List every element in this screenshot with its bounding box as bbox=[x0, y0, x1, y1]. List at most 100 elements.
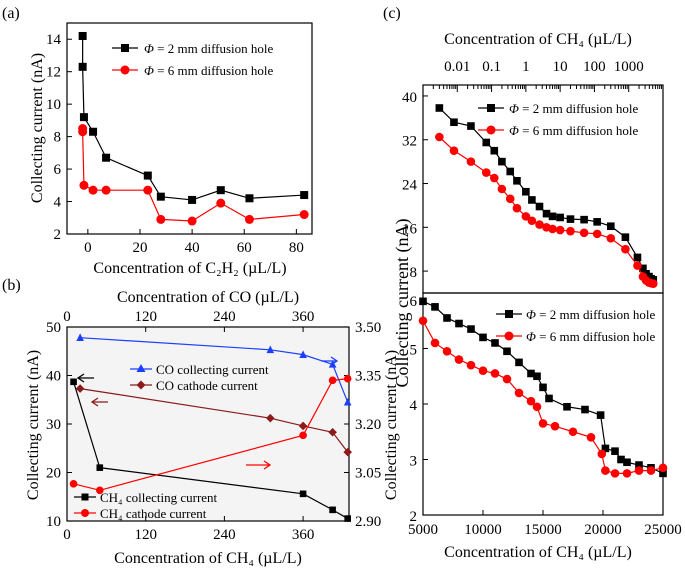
x-axis-label-a: Concentration of C₂H₂ (µL/L) bbox=[93, 260, 286, 277]
series-c-top-0-point-13 bbox=[556, 213, 564, 222]
series-a-0-point-6 bbox=[156, 192, 165, 201]
legend-label-c-top-2: = 6 mm diffusion hole bbox=[519, 123, 639, 138]
x-tick-label-b-3: 360 bbox=[292, 527, 315, 543]
series-a-1-line bbox=[82, 128, 305, 222]
legend-marker-b-4 bbox=[81, 509, 89, 517]
direction-arrows-b bbox=[76, 356, 339, 470]
series-c-bottom-1-point-5 bbox=[478, 366, 488, 376]
series-a-0-point-0 bbox=[78, 31, 87, 40]
series-group-c bbox=[418, 104, 668, 478]
series-c-top-1-point-18 bbox=[621, 244, 630, 254]
series-a-0-point-1 bbox=[78, 62, 87, 71]
series-c-bottom-1-point-2 bbox=[442, 346, 452, 356]
series-b-1-point-3 bbox=[328, 427, 337, 437]
x-tick-top-label-c-1: 0.1 bbox=[482, 59, 501, 75]
series-c-bottom-0-point-16 bbox=[601, 444, 610, 453]
series-c-top-0-point-8 bbox=[522, 187, 530, 196]
panel-label-c: (c) bbox=[383, 5, 401, 22]
series-c-bottom-1-point-6 bbox=[490, 369, 500, 378]
y-tick-bottom-label-c-1: 3 bbox=[410, 454, 418, 470]
legend-c-top: Φ = 2 mm diffusion hole Φ = 6 mm diffusi… bbox=[478, 101, 639, 138]
series-c-bottom-0-point-0 bbox=[419, 297, 427, 306]
y-tick-bottom-label-c-0: 2 bbox=[410, 509, 418, 525]
legend-marker-a-2 bbox=[120, 65, 130, 75]
series-c-bottom-0-point-10 bbox=[533, 372, 541, 381]
arrow-ch4-cathode bbox=[246, 460, 272, 470]
legend-entry-c-bottom-2: Φ = 6 mm diffusion hole bbox=[526, 329, 656, 344]
series-b-3-point-2 bbox=[299, 431, 307, 440]
legend-marker-b-2 bbox=[136, 380, 146, 390]
y-axis-a: 2 4 6 8 10 12 14 bbox=[46, 32, 72, 243]
series-b-1-point-1 bbox=[266, 413, 275, 423]
series-c-bottom-1-point-17 bbox=[610, 469, 620, 478]
x-axis-label-b: Concentration of CH₄ (µL/L) bbox=[114, 550, 302, 567]
series-c-top-0-point-12 bbox=[548, 212, 557, 221]
y-axis-right-label-b: Collecting current (nA) bbox=[383, 350, 400, 500]
legend-marker-c-bottom-2 bbox=[504, 331, 514, 341]
series-c-top-1-point-6 bbox=[505, 194, 515, 204]
series-c-bottom-0-point-4 bbox=[467, 325, 475, 333]
series-a-0-point-10 bbox=[300, 191, 309, 200]
y-tick-left-label-b-3: 40 bbox=[46, 369, 61, 385]
series-c-bottom-0-point-13 bbox=[563, 402, 571, 411]
series-c-top-0-point-9 bbox=[528, 196, 536, 204]
series-c-top-0-point-11 bbox=[542, 209, 551, 218]
series-c-top-0-point-16 bbox=[593, 218, 601, 226]
series-c-top-1-point-16 bbox=[592, 229, 602, 239]
x-axis-top-label-c: Concentration of CH₄ (µL/L) bbox=[444, 31, 632, 48]
x-tick-label-b-1: 120 bbox=[134, 527, 157, 543]
y-tick-top-label-c-3: 32 bbox=[402, 134, 417, 150]
series-c-top-0-point-10 bbox=[535, 202, 544, 211]
legend-symbol-a-1: Φ bbox=[144, 41, 154, 56]
series-b-2-point-3 bbox=[329, 506, 336, 514]
series-c-bottom-0-point-1 bbox=[431, 303, 439, 311]
x-tick-top-label-b-1: 120 bbox=[134, 309, 157, 325]
y-tick-top-label-c-2: 24 bbox=[402, 178, 418, 194]
legend-a: Φ = 2 mm diffusion hole Φ = 6 mm diffusi… bbox=[112, 41, 274, 78]
arrow-co-cathode bbox=[90, 397, 108, 407]
series-c-bottom-1-point-21 bbox=[658, 463, 668, 473]
legend-b: CO collecting current CO cathode current… bbox=[74, 362, 269, 521]
series-c-top-1-point-5 bbox=[497, 184, 507, 194]
y-tick-label-a-6: 14 bbox=[46, 32, 62, 48]
series-a-1-point-7 bbox=[187, 216, 197, 226]
legend-c-bottom: Φ = 2 mm diffusion hole Φ = 6 mm diffusi… bbox=[496, 307, 656, 344]
series-c-top-0-point-17 bbox=[606, 222, 615, 231]
series-c-bottom-1-point-1 bbox=[430, 338, 440, 348]
series-c-bottom-0-point-7 bbox=[503, 347, 511, 356]
series-a-1-point-5 bbox=[143, 185, 153, 195]
series-b-0-point-0 bbox=[76, 333, 84, 341]
x-tick-label-a-2: 40 bbox=[185, 240, 200, 256]
y-tick-top-label-c-0: 8 bbox=[410, 265, 418, 281]
x-axis-top-label-b: Concentration of CO (µL/L) bbox=[117, 289, 299, 306]
legend-label-c-top-1: = 2 mm diffusion hole bbox=[519, 101, 639, 116]
series-c-top-0-point-18 bbox=[621, 233, 630, 241]
series-c-bottom-0-point-6 bbox=[491, 339, 499, 347]
series-c-top-0-point-4 bbox=[490, 146, 499, 155]
x-tick-bottom-label-c-3: 20000 bbox=[584, 522, 622, 538]
series-c-bottom-1-point-15 bbox=[597, 449, 607, 459]
series-b-1-point-2 bbox=[298, 421, 308, 431]
x-axis-a: 0 20 40 60 80 bbox=[84, 229, 304, 256]
x-tick-top-label-b-2: 240 bbox=[213, 309, 236, 325]
legend-entry-c-bottom-1: Φ = 2 mm diffusion hole bbox=[526, 307, 656, 322]
y-tick-left-label-b-2: 30 bbox=[46, 417, 61, 433]
series-b-2-point-4 bbox=[344, 515, 351, 522]
series-c-top-1-point-19 bbox=[633, 261, 642, 270]
y-tick-label-a-3: 8 bbox=[54, 130, 62, 146]
series-group-b bbox=[69, 333, 352, 522]
series-c-bottom-1-point-14 bbox=[586, 433, 596, 442]
series-b-3-point-1 bbox=[95, 486, 104, 495]
x-tick-top-label-c-0: 0.01 bbox=[444, 59, 470, 75]
series-c-bottom-0-point-15 bbox=[596, 411, 605, 419]
series-a-0-point-7 bbox=[188, 195, 197, 204]
legend-label-b-1: CO collecting current bbox=[156, 362, 269, 377]
series-b-3-point-4 bbox=[343, 374, 352, 383]
y-tick-right-label-b-0: 2.90 bbox=[355, 514, 381, 530]
series-c-bottom-1-point-13 bbox=[568, 427, 578, 437]
legend-marker-c-top-2 bbox=[486, 125, 496, 135]
series-c-bottom-1-point-18 bbox=[622, 469, 632, 478]
x-tick-bottom-label-c-1: 10000 bbox=[464, 522, 502, 538]
series-c-bottom-0-point-19 bbox=[623, 458, 631, 467]
series-a-1-point-8 bbox=[216, 198, 226, 208]
